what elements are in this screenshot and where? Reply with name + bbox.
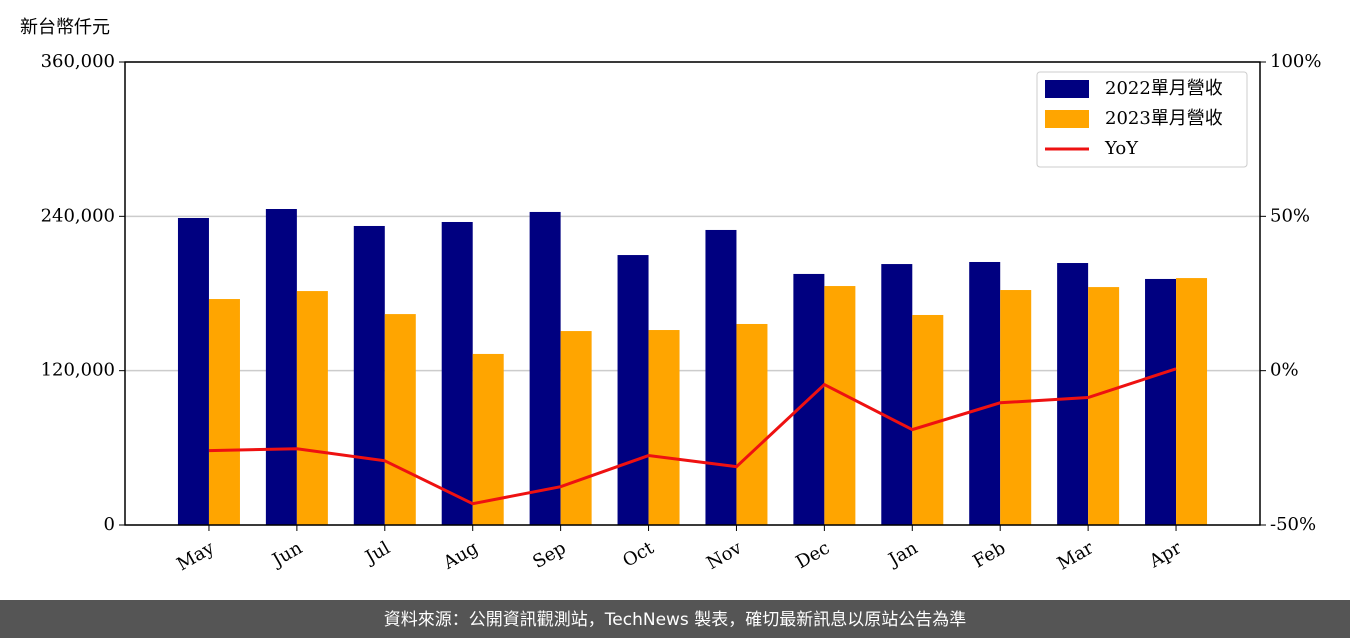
bar	[1088, 287, 1120, 525]
plot-frame	[124, 61, 1261, 526]
x-tick-label: Jan	[883, 537, 921, 571]
bar	[560, 331, 592, 525]
y-axis-label: 新台幣仟元	[20, 17, 110, 38]
bar	[824, 286, 856, 525]
x-tick-label: Jun	[267, 537, 306, 572]
bar	[529, 211, 561, 525]
bar	[617, 255, 649, 525]
x-tick-label: Nov	[703, 537, 746, 574]
x-tick-label: Feb	[970, 537, 1010, 572]
x-tick-label: May	[173, 537, 218, 575]
line-series	[208, 367, 1177, 506]
bar	[969, 261, 1001, 525]
x-tick-label: Mar	[1054, 537, 1098, 574]
bar	[912, 314, 944, 525]
bar	[1176, 278, 1208, 525]
bar	[1145, 278, 1177, 525]
bar	[705, 229, 737, 525]
y-tick-label: 360,000	[41, 51, 115, 72]
y-tick-label: 120,000	[41, 360, 115, 381]
bar	[353, 225, 385, 525]
bar	[208, 299, 240, 525]
bar	[648, 330, 680, 525]
y2-tick-label: 100%	[1270, 51, 1321, 72]
legend-label: YoY	[1104, 138, 1139, 159]
legend-swatch	[1045, 80, 1089, 98]
bar	[384, 314, 416, 525]
footer-bar	[0, 600, 1350, 638]
bar	[736, 323, 768, 525]
x-tick-label: Sep	[529, 537, 569, 572]
source-note: 資料來源：公開資訊觀測站，TechNews 製表，確切最新訊息以原站公告為準	[384, 610, 966, 630]
x-tick-label: Dec	[792, 537, 833, 573]
x-tick-label: Jul	[360, 537, 394, 569]
bar	[296, 291, 328, 525]
legend-box	[1036, 71, 1248, 168]
y2-tick-label: 50%	[1270, 205, 1310, 226]
legend-swatch	[1045, 110, 1089, 128]
legend-label: 2023單月營收	[1105, 108, 1223, 129]
x-tick-label: Oct	[619, 537, 658, 572]
y-tick-label: 240,000	[41, 205, 115, 226]
y2-tick-label: 0%	[1270, 360, 1299, 381]
legend-label: 2022單月營收	[1105, 78, 1223, 99]
bar	[177, 218, 209, 525]
x-tick-label: Apr	[1145, 537, 1185, 572]
bar	[1000, 290, 1032, 525]
bar	[1057, 263, 1089, 525]
bar	[441, 221, 473, 525]
bar	[265, 209, 297, 525]
bar	[472, 353, 504, 525]
y-tick-label: 0	[104, 514, 115, 535]
y2-tick-label: -50%	[1270, 514, 1316, 535]
x-tick-label: Aug	[439, 537, 482, 574]
bar	[881, 264, 913, 525]
